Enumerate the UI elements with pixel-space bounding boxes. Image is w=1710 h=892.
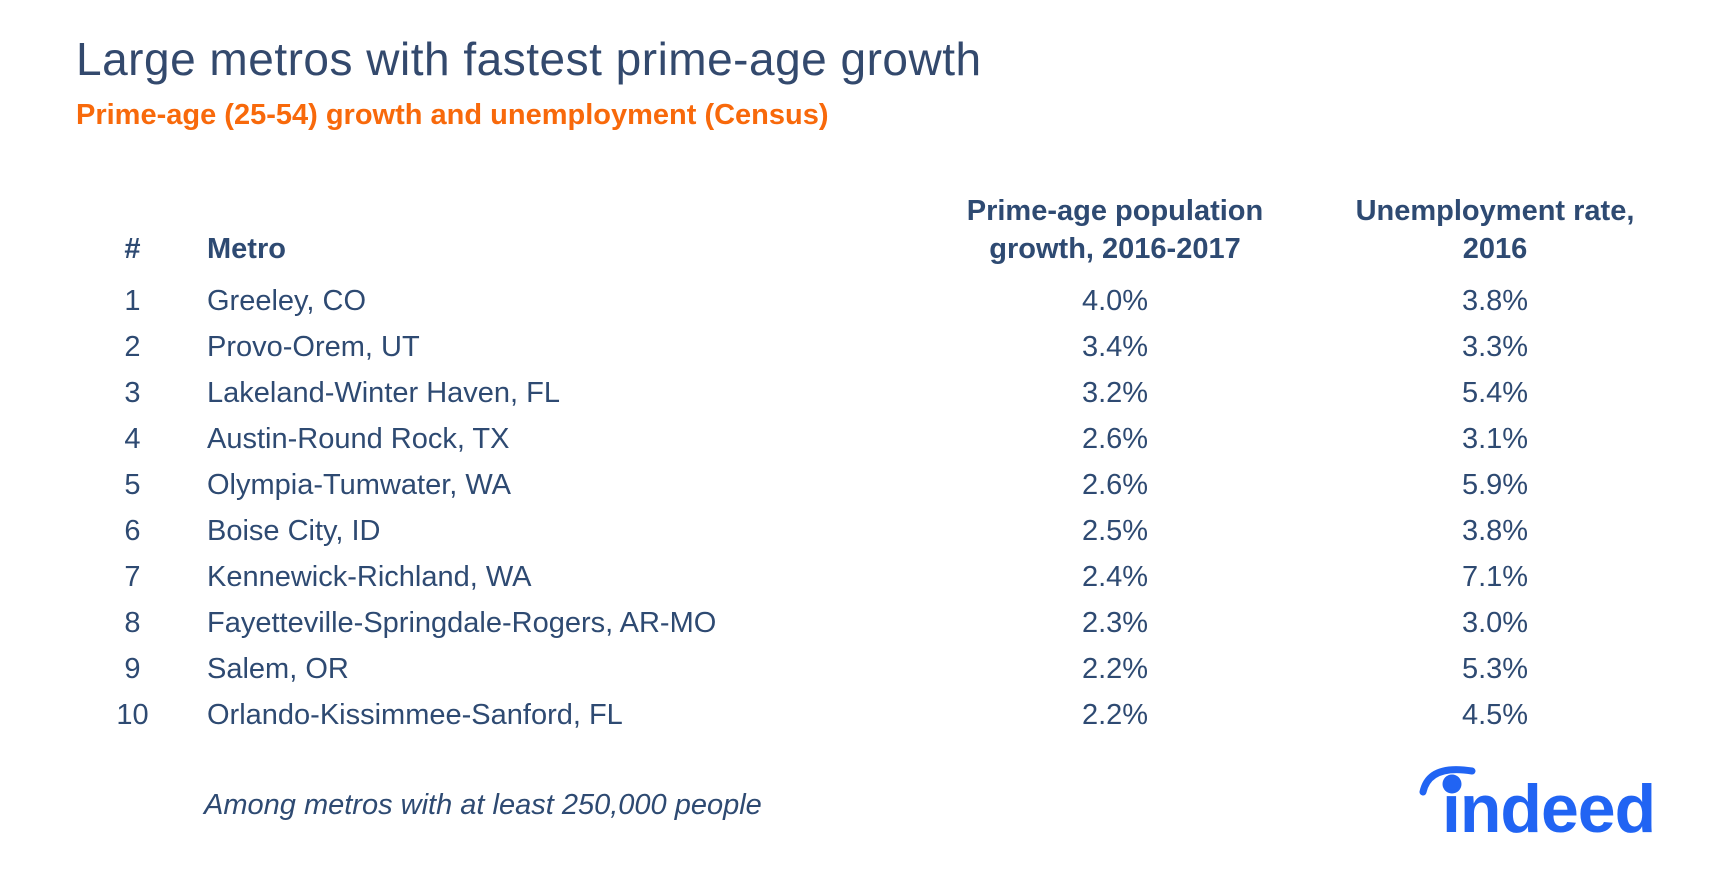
metro-cell: Provo-Orem, UT (207, 331, 420, 364)
unemployment-cell: 7.1% (1461, 561, 1529, 594)
logo-swoosh-icon (1419, 766, 1476, 796)
rank-cell: 7 (124, 561, 141, 594)
unemployment-cell: 3.1% (1461, 423, 1529, 456)
header-metro: Metro (207, 233, 286, 266)
growth-cell: 3.2% (1081, 377, 1149, 410)
table-row: 6 Boise City, ID 2.5% 3.8% (90, 509, 1650, 555)
unemployment-cell: 3.8% (1461, 515, 1529, 548)
rank-cell: 3 (124, 377, 141, 410)
growth-cell: 2.5% (1081, 515, 1149, 548)
page-subtitle: Prime-age (25-54) growth and unemploymen… (76, 99, 829, 131)
page-title: Large metros with fastest prime-age grow… (76, 33, 982, 85)
unemployment-cell: 4.5% (1461, 699, 1529, 732)
logo-wordmark: indeed (1442, 771, 1655, 847)
unemployment-cell: 5.3% (1461, 653, 1529, 686)
table-row: 5 Olympia-Tumwater, WA 2.6% 5.9% (90, 463, 1650, 509)
table-row: 2 Provo-Orem, UT 3.4% 3.3% (90, 325, 1650, 371)
header-unemployment: Unemployment rate, 2016 (1355, 195, 1635, 266)
growth-cell: 2.4% (1081, 561, 1149, 594)
unemployment-cell: 3.3% (1461, 331, 1529, 364)
table-body: 1 Greeley, CO 4.0% 3.8% 2 Provo-Orem, UT… (90, 279, 1650, 739)
rank-cell: 9 (124, 653, 141, 686)
rank-cell: 8 (124, 607, 141, 640)
metro-table: # Metro Prime-age population growth, 201… (90, 192, 1650, 739)
table-row: 8 Fayetteville-Springdale-Rogers, AR-MO … (90, 601, 1650, 647)
growth-cell: 2.2% (1081, 699, 1149, 732)
rank-cell: 5 (124, 469, 141, 502)
growth-cell: 2.3% (1081, 607, 1149, 640)
table-header-row: # Metro Prime-age population growth, 201… (90, 192, 1650, 279)
metro-cell: Olympia-Tumwater, WA (207, 469, 512, 502)
unemployment-cell: 3.0% (1461, 607, 1529, 640)
metro-cell: Kennewick-Richland, WA (207, 561, 532, 594)
table-row: 3 Lakeland-Winter Haven, FL 3.2% 5.4% (90, 371, 1650, 417)
indeed-logo: indeed (1396, 740, 1676, 855)
metro-cell: Salem, OR (207, 653, 349, 686)
footnote: Among metros with at least 250,000 peopl… (204, 789, 762, 821)
metro-cell: Austin-Round Rock, TX (207, 423, 510, 456)
indeed-logo-graphic: indeed (1419, 766, 1656, 847)
growth-cell: 4.0% (1081, 285, 1149, 318)
unemployment-cell: 3.8% (1461, 285, 1529, 318)
metro-cell: Orlando-Kissimmee-Sanford, FL (207, 699, 623, 732)
rank-cell: 10 (116, 699, 149, 732)
table-row: 7 Kennewick-Richland, WA 2.4% 7.1% (90, 555, 1650, 601)
unemployment-cell: 5.9% (1461, 469, 1529, 502)
logo-i-dot-icon (1442, 774, 1462, 794)
table-row: 1 Greeley, CO 4.0% 3.8% (90, 279, 1650, 325)
metro-cell: Boise City, ID (207, 515, 381, 548)
metro-cell: Fayetteville-Springdale-Rogers, AR-MO (207, 607, 717, 640)
header-rank: # (124, 233, 141, 266)
table-row: 10 Orlando-Kissimmee-Sanford, FL 2.2% 4.… (90, 693, 1650, 739)
rank-cell: 2 (124, 331, 141, 364)
table-row: 4 Austin-Round Rock, TX 2.6% 3.1% (90, 417, 1650, 463)
rank-cell: 6 (124, 515, 141, 548)
rank-cell: 1 (124, 285, 141, 318)
header-growth: Prime-age population growth, 2016-2017 (966, 195, 1264, 266)
unemployment-cell: 5.4% (1461, 377, 1529, 410)
growth-cell: 2.6% (1081, 469, 1149, 502)
table-row: 9 Salem, OR 2.2% 5.3% (90, 647, 1650, 693)
metro-cell: Lakeland-Winter Haven, FL (207, 377, 560, 410)
growth-cell: 3.4% (1081, 331, 1149, 364)
metro-cell: Greeley, CO (207, 285, 367, 318)
growth-cell: 2.2% (1081, 653, 1149, 686)
growth-cell: 2.6% (1081, 423, 1149, 456)
rank-cell: 4 (124, 423, 141, 456)
